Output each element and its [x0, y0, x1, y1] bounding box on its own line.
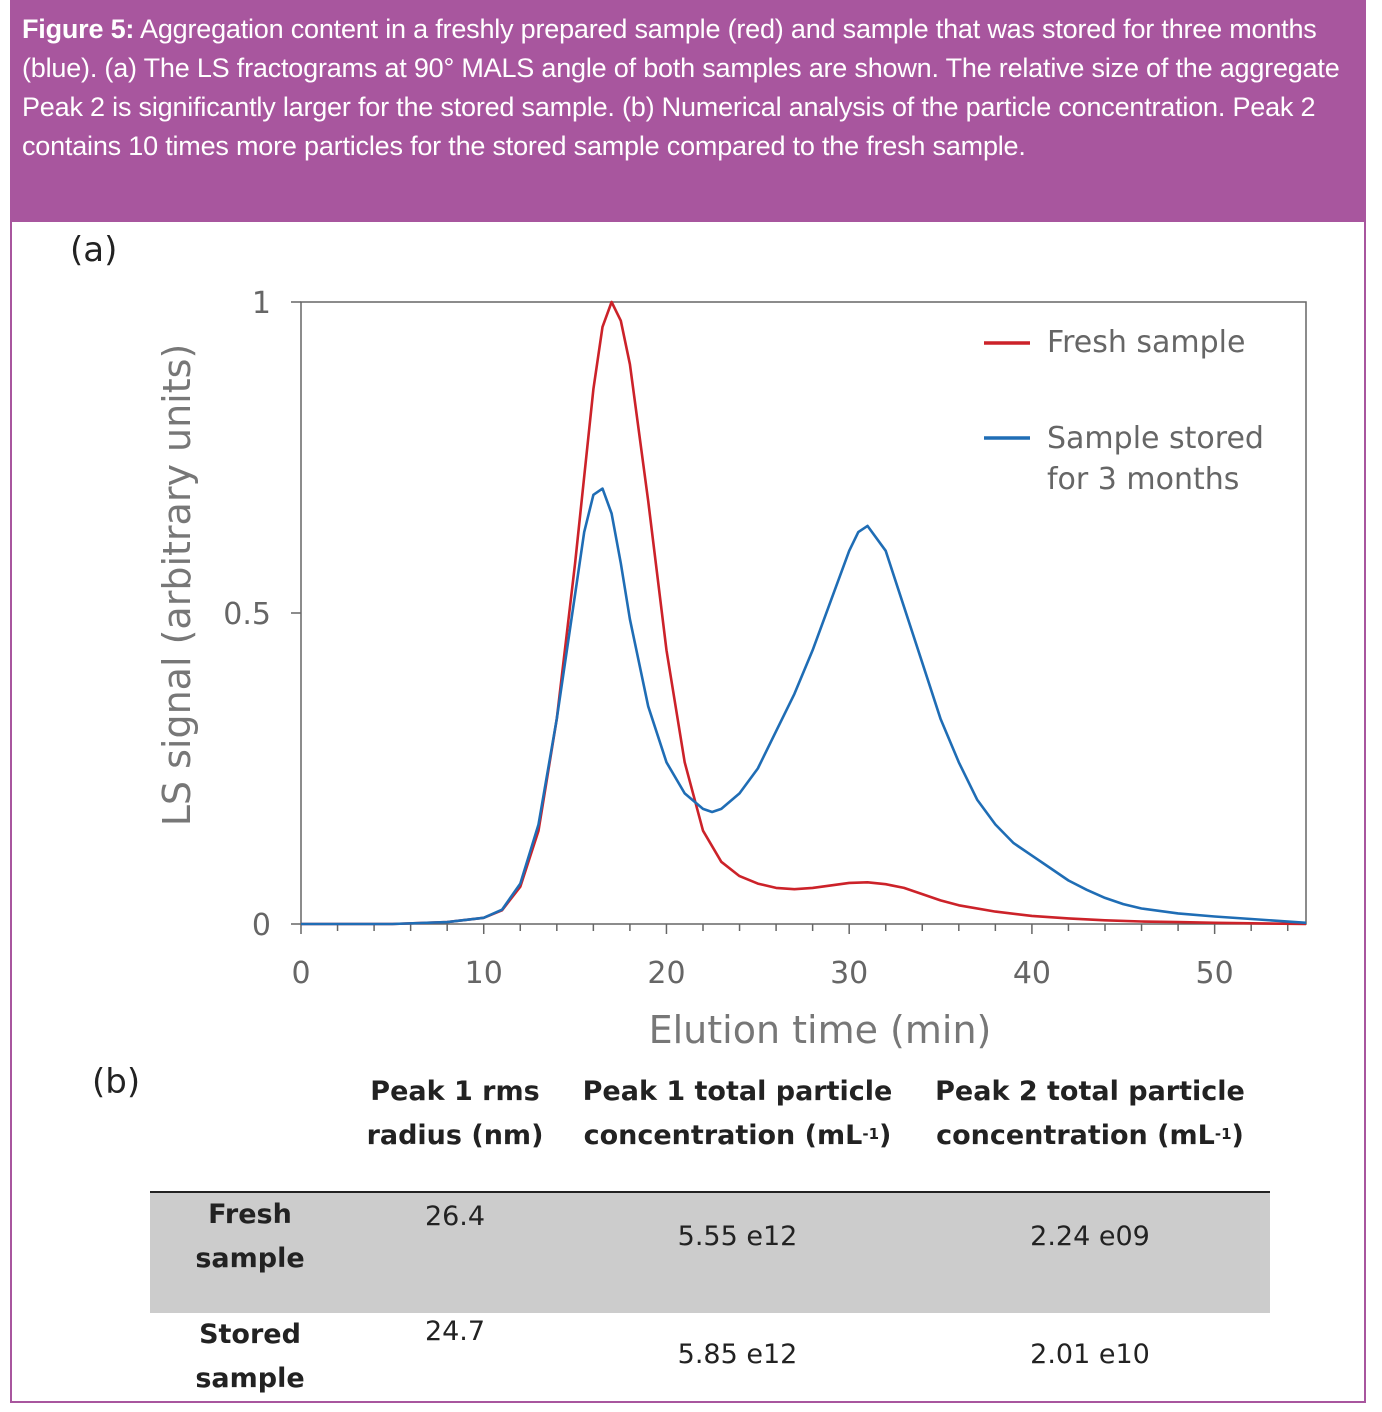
table-row-fresh: Fresh sample 26.4 5.55 e12 2.24 e09: [150, 1191, 1270, 1313]
series-line-stored: [301, 487, 1307, 926]
x-tick-label: 10: [465, 956, 503, 991]
fractogram-chart: 0 10 20 30 40 50 00.51 Elution time (min) LS …: [155, 286, 1307, 1052]
x-tick-label: 0: [291, 956, 310, 991]
legend-fresh-label: Fresh sample: [1047, 325, 1245, 360]
x-tick-label: 40: [1013, 956, 1051, 991]
figure-caption: Figure 5: Aggregation content in a fresh…: [10, 0, 1366, 222]
x-tick-label: 50: [1196, 956, 1234, 991]
x-axis-label: Elution time (min): [649, 1008, 992, 1052]
cell-peak1: 5.85 e12: [677, 1339, 798, 1370]
header-line: concentration (mL-1): [936, 1120, 1244, 1151]
header-line: Peak 2 total particle: [935, 1076, 1245, 1107]
series-group: [301, 300, 1307, 926]
series-line-fresh: [301, 300, 1307, 926]
x-tick-label: 20: [647, 956, 685, 991]
cell-radius: 26.4: [424, 1201, 486, 1232]
table-header-peak1: Peak 1 total particle concentration (mL-…: [570, 1070, 905, 1158]
row-header: Fresh sample: [195, 1199, 305, 1274]
legend-stored-label-1: Sample stored: [1047, 421, 1264, 456]
table-header-peak2: Peak 2 total particle concentration (mL-…: [920, 1070, 1260, 1158]
header-line: Peak 1 rms: [370, 1076, 540, 1107]
x-tick-label: 30: [830, 956, 868, 991]
table-header-radius: Peak 1 rms radius (nm): [360, 1070, 550, 1158]
y-tick-label: 0: [252, 908, 271, 943]
figure-frame: [10, 0, 1366, 1403]
y-tick-label: 0.5: [223, 597, 271, 632]
header-line: concentration (mL-1): [583, 1120, 892, 1151]
cell-peak2: 2.01 e10: [1030, 1339, 1150, 1370]
panel-b-label: (b): [92, 1062, 141, 1102]
cell-radius: 24.7: [424, 1316, 486, 1347]
panel-a-label: (a): [70, 230, 118, 270]
y-axis-label: LS signal (arbitrary units): [155, 344, 199, 827]
header-line: radius (nm): [366, 1120, 544, 1151]
caption-text: Aggregation content in a freshly prepare…: [22, 14, 1340, 161]
header-line: Peak 1 total particle: [582, 1076, 893, 1107]
cell-peak1: 5.55 e12: [677, 1221, 798, 1252]
table-row-stored: Stored sample 24.7 5.85 e12 2.01 e10: [150, 1313, 1270, 1403]
caption-label: Figure 5:: [22, 14, 135, 44]
y-axis-ticks: 00.51: [223, 286, 301, 943]
x-axis-ticks: 0 10 20 30 40 50: [291, 924, 1289, 991]
legend-stored-label-2: for 3 months: [1047, 462, 1239, 497]
cell-peak2: 2.24 e09: [1030, 1221, 1150, 1252]
row-header: Stored sample: [195, 1319, 305, 1394]
plot-area: [300, 301, 1307, 925]
y-tick-label: 1: [252, 286, 271, 321]
